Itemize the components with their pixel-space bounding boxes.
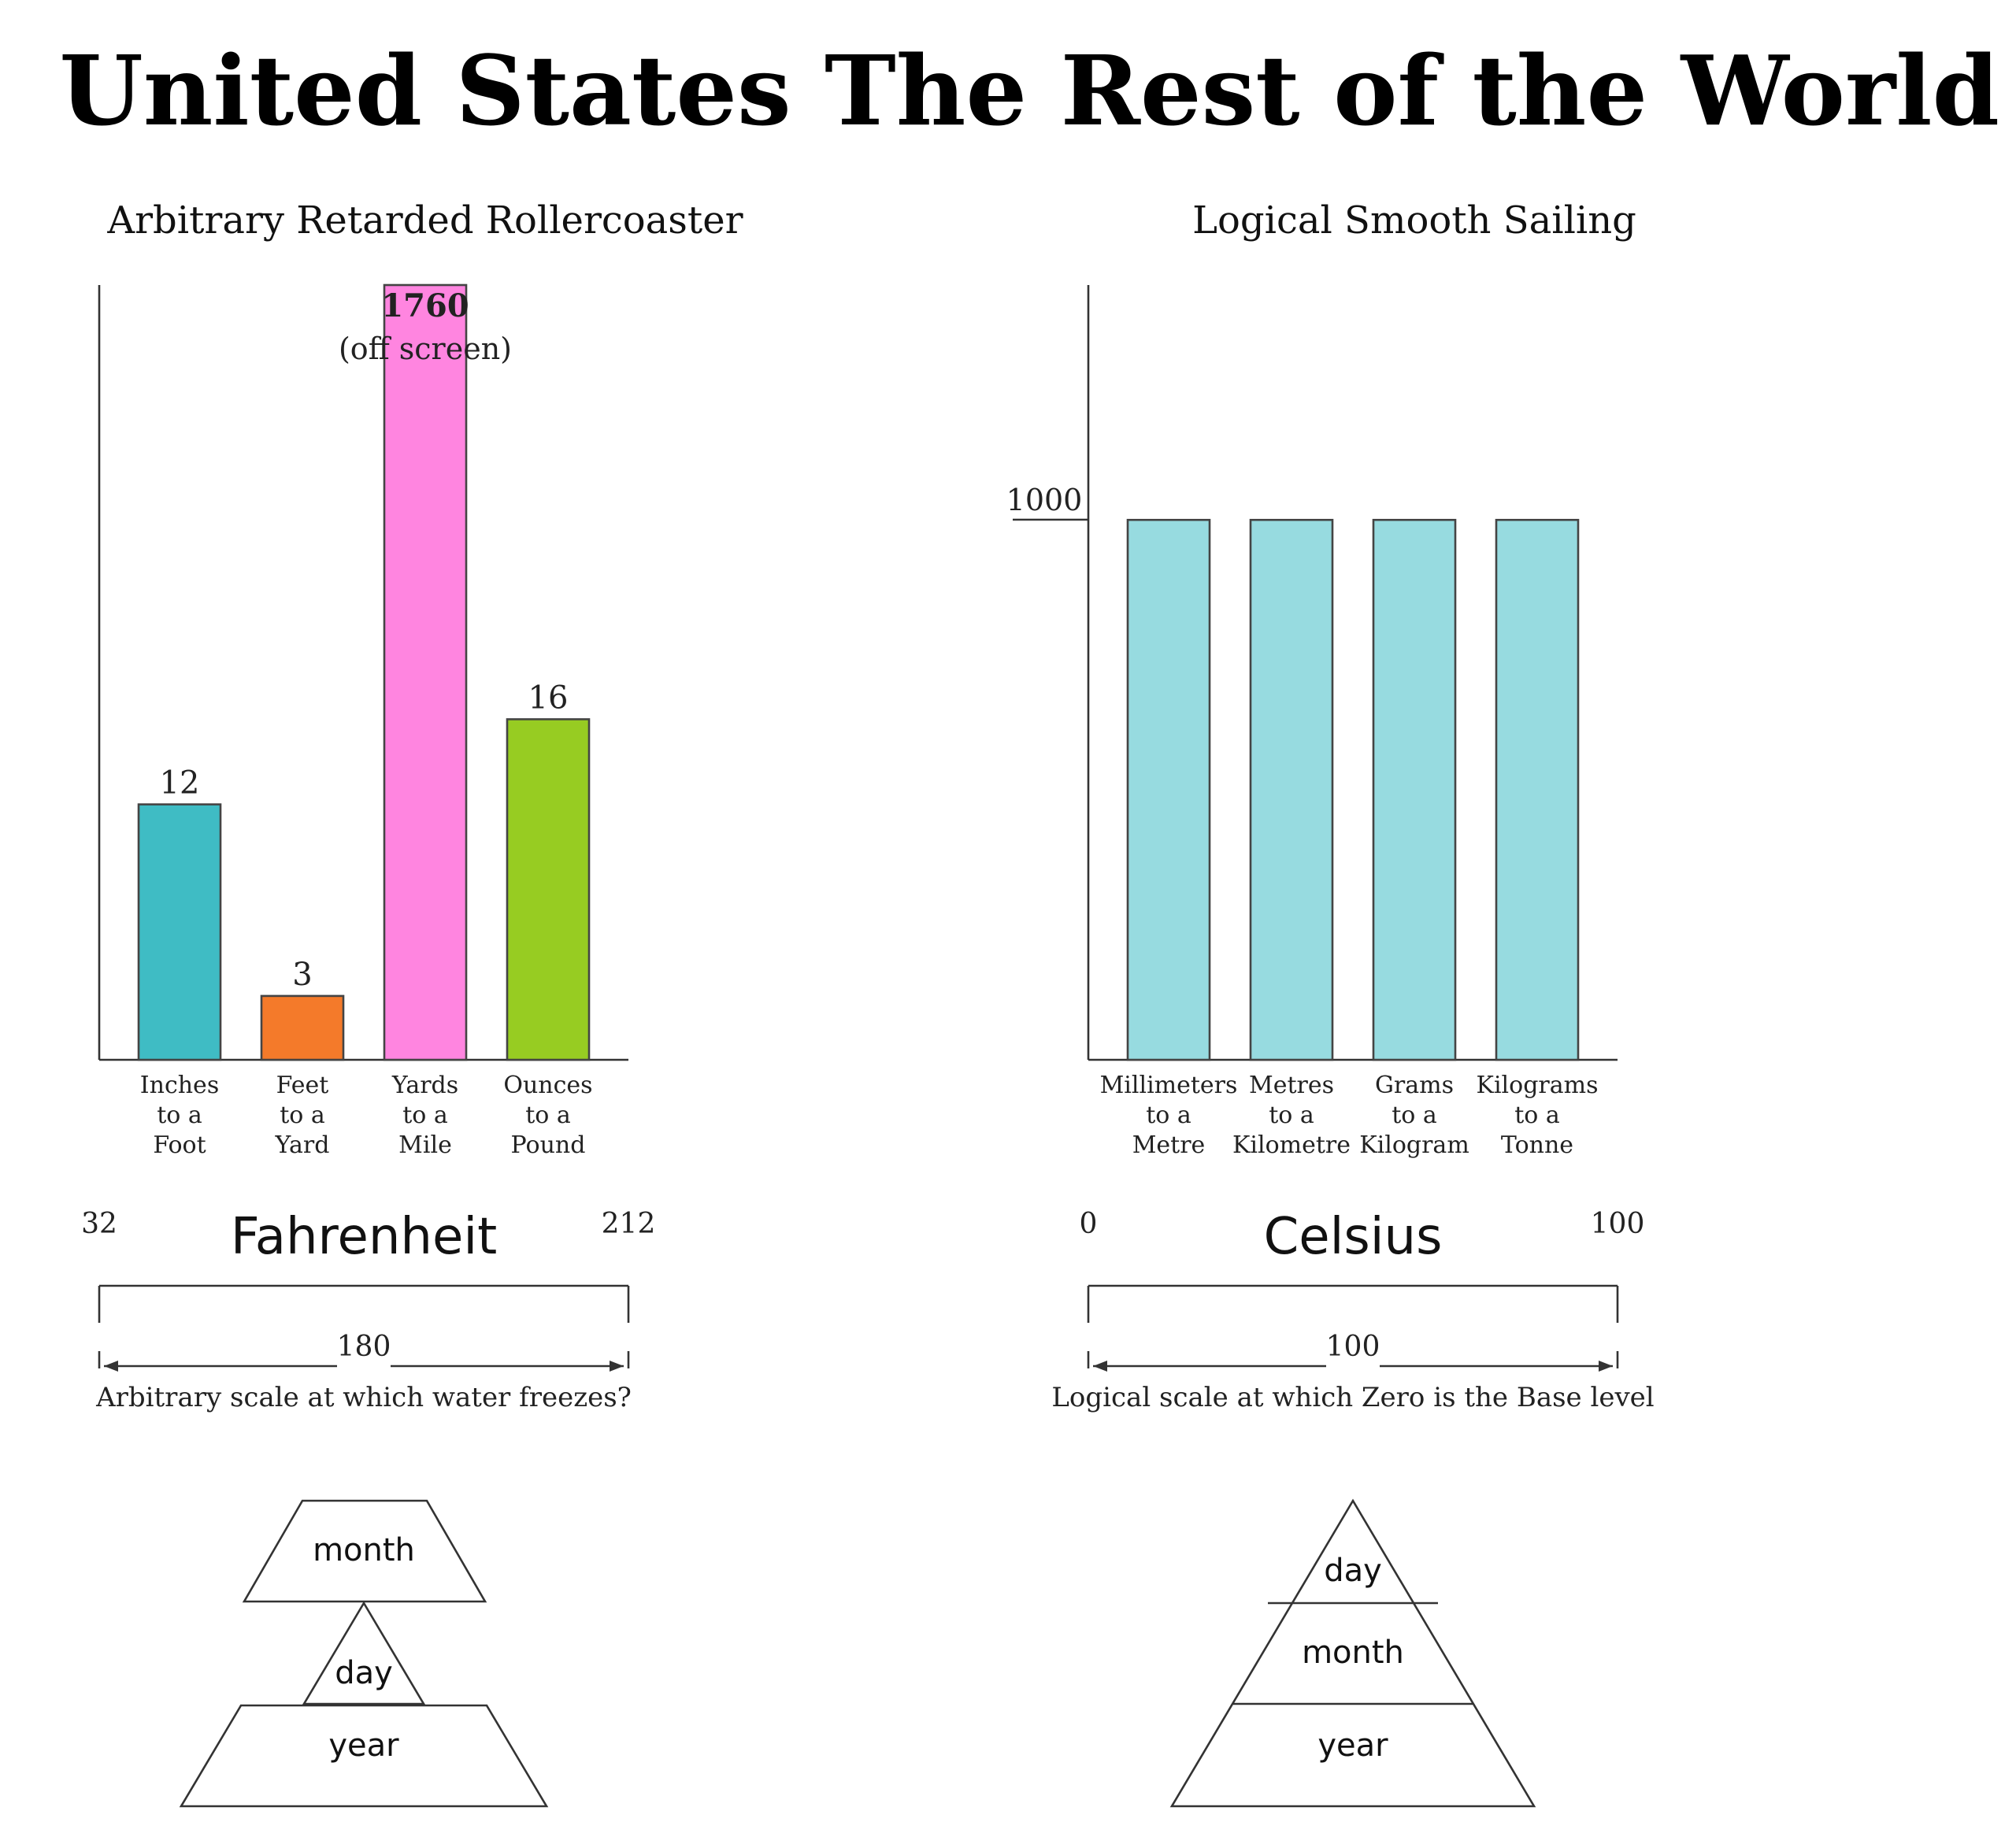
fahrenheit-scale: 32 Fahrenheit 212 180 Arbitrary scale at… bbox=[81, 1208, 655, 1413]
fahrenheit-span-label: 180 bbox=[337, 1331, 391, 1363]
metric-category-label-3-3: Kilogram bbox=[1359, 1131, 1469, 1159]
celsius-max-label: 100 bbox=[1591, 1208, 1645, 1240]
us-category-label-2-3: Yard bbox=[275, 1131, 330, 1159]
metric-category-label-1-2: to a bbox=[1146, 1102, 1191, 1129]
metric-category-label-4-3: Tonne bbox=[1501, 1131, 1573, 1159]
metric-category-label-2-3: Kilometre bbox=[1232, 1131, 1351, 1159]
us-category-label-4-2: to a bbox=[525, 1102, 571, 1129]
us-category-label-1-1: Inches bbox=[140, 1072, 219, 1099]
us-date-bottom-label: year bbox=[328, 1727, 399, 1764]
world-date-top-label: day bbox=[1324, 1553, 1382, 1589]
world-date-bottom-label: year bbox=[1317, 1727, 1388, 1764]
us-bar-1 bbox=[137, 803, 222, 1061]
us-bar-4 bbox=[506, 718, 591, 1061]
us-category-label-2-1: Feet bbox=[276, 1072, 329, 1099]
us-category-label-3-1: Yards bbox=[391, 1072, 458, 1099]
world-date-format-diagram: day month year bbox=[1169, 1498, 1536, 1808]
fahrenheit-min-label: 32 bbox=[81, 1208, 117, 1240]
world-date-pyramid bbox=[1169, 1498, 1536, 1808]
celsius-title: Celsius bbox=[1264, 1208, 1443, 1266]
us-bar-2 bbox=[260, 994, 345, 1061]
fahrenheit-arrowhead-right bbox=[610, 1361, 624, 1372]
us-category-label-4-1: Ounces bbox=[503, 1072, 592, 1099]
us-bar-value-4: 16 bbox=[528, 680, 569, 716]
fahrenheit-title: Fahrenheit bbox=[231, 1208, 497, 1266]
us-date-format-diagram: month day year bbox=[179, 1499, 549, 1808]
us-bar-3 bbox=[383, 283, 468, 1061]
fahrenheit-max-label: 212 bbox=[602, 1208, 656, 1240]
celsius-span-label: 100 bbox=[1326, 1331, 1380, 1363]
us-category-label-1-2: to a bbox=[157, 1102, 202, 1129]
metric-category-label-1-1: Millimeters bbox=[1100, 1072, 1238, 1099]
metric-category-label-3-2: to a bbox=[1392, 1102, 1437, 1129]
us-category-label-3-3: Mile bbox=[398, 1131, 452, 1159]
metric-bar-3 bbox=[1372, 518, 1457, 1061]
metric-bar-1 bbox=[1126, 518, 1211, 1061]
celsius-caption: Logical scale at which Zero is the Base … bbox=[1051, 1382, 1654, 1413]
us-category-label-1-3: Foot bbox=[153, 1131, 206, 1159]
metric-chart-title: Logical Smooth Sailing bbox=[1192, 198, 1636, 243]
us-bar-value-2: 3 bbox=[292, 957, 312, 993]
celsius-arrowhead-right bbox=[1599, 1361, 1613, 1372]
metric-bar-2 bbox=[1249, 518, 1334, 1061]
us-bar-value-1: 12 bbox=[160, 765, 200, 802]
metric-bar-4 bbox=[1495, 518, 1580, 1061]
us-offscreen-note: (off screen) bbox=[339, 331, 512, 366]
us-date-year-trapezoid bbox=[179, 1704, 549, 1808]
celsius-min-label: 0 bbox=[1080, 1208, 1098, 1240]
fahrenheit-arrowhead-left bbox=[104, 1361, 118, 1372]
us-category-label-3-2: to a bbox=[402, 1102, 448, 1129]
us-date-middle-label: day bbox=[335, 1655, 393, 1691]
fahrenheit-caption: Arbitrary scale at which water freezes? bbox=[95, 1382, 632, 1413]
header-united-states: United States bbox=[59, 34, 791, 147]
metric-y-tick-label: 1000 bbox=[1006, 483, 1083, 517]
us-units-bar-chart: Arbitrary Retarded Rollercoaster 12 Inche… bbox=[98, 198, 743, 1159]
us-date-top-label: month bbox=[313, 1532, 415, 1568]
us-date-month-trapezoid bbox=[242, 1499, 487, 1603]
metric-units-bar-chart: Logical Smooth Sailing 1000 Millimeters t… bbox=[1006, 198, 1636, 1159]
header-rest-of-world: The Rest of the World bbox=[825, 34, 1999, 147]
metric-category-label-2-1: Metres bbox=[1249, 1072, 1334, 1099]
metric-category-label-1-3: Metre bbox=[1132, 1131, 1206, 1159]
us-category-label-2-2: to a bbox=[280, 1102, 325, 1129]
us-bar-value-3: 1760 bbox=[381, 287, 469, 324]
celsius-scale: 0 Celsius 100 100 Logical scale at which… bbox=[1051, 1208, 1654, 1413]
celsius-arrowhead-left bbox=[1093, 1361, 1107, 1372]
metric-category-label-4-1: Kilograms bbox=[1477, 1072, 1599, 1099]
us-chart-title: Arbitrary Retarded Rollercoaster bbox=[106, 198, 743, 243]
metric-category-label-2-2: to a bbox=[1269, 1102, 1314, 1129]
metric-category-label-3-1: Grams bbox=[1375, 1072, 1454, 1099]
world-date-middle-label: month bbox=[1302, 1635, 1404, 1671]
us-category-label-4-3: Pound bbox=[511, 1131, 586, 1159]
metric-category-label-4-2: to a bbox=[1514, 1102, 1560, 1129]
us-date-day-triangle bbox=[302, 1601, 426, 1705]
